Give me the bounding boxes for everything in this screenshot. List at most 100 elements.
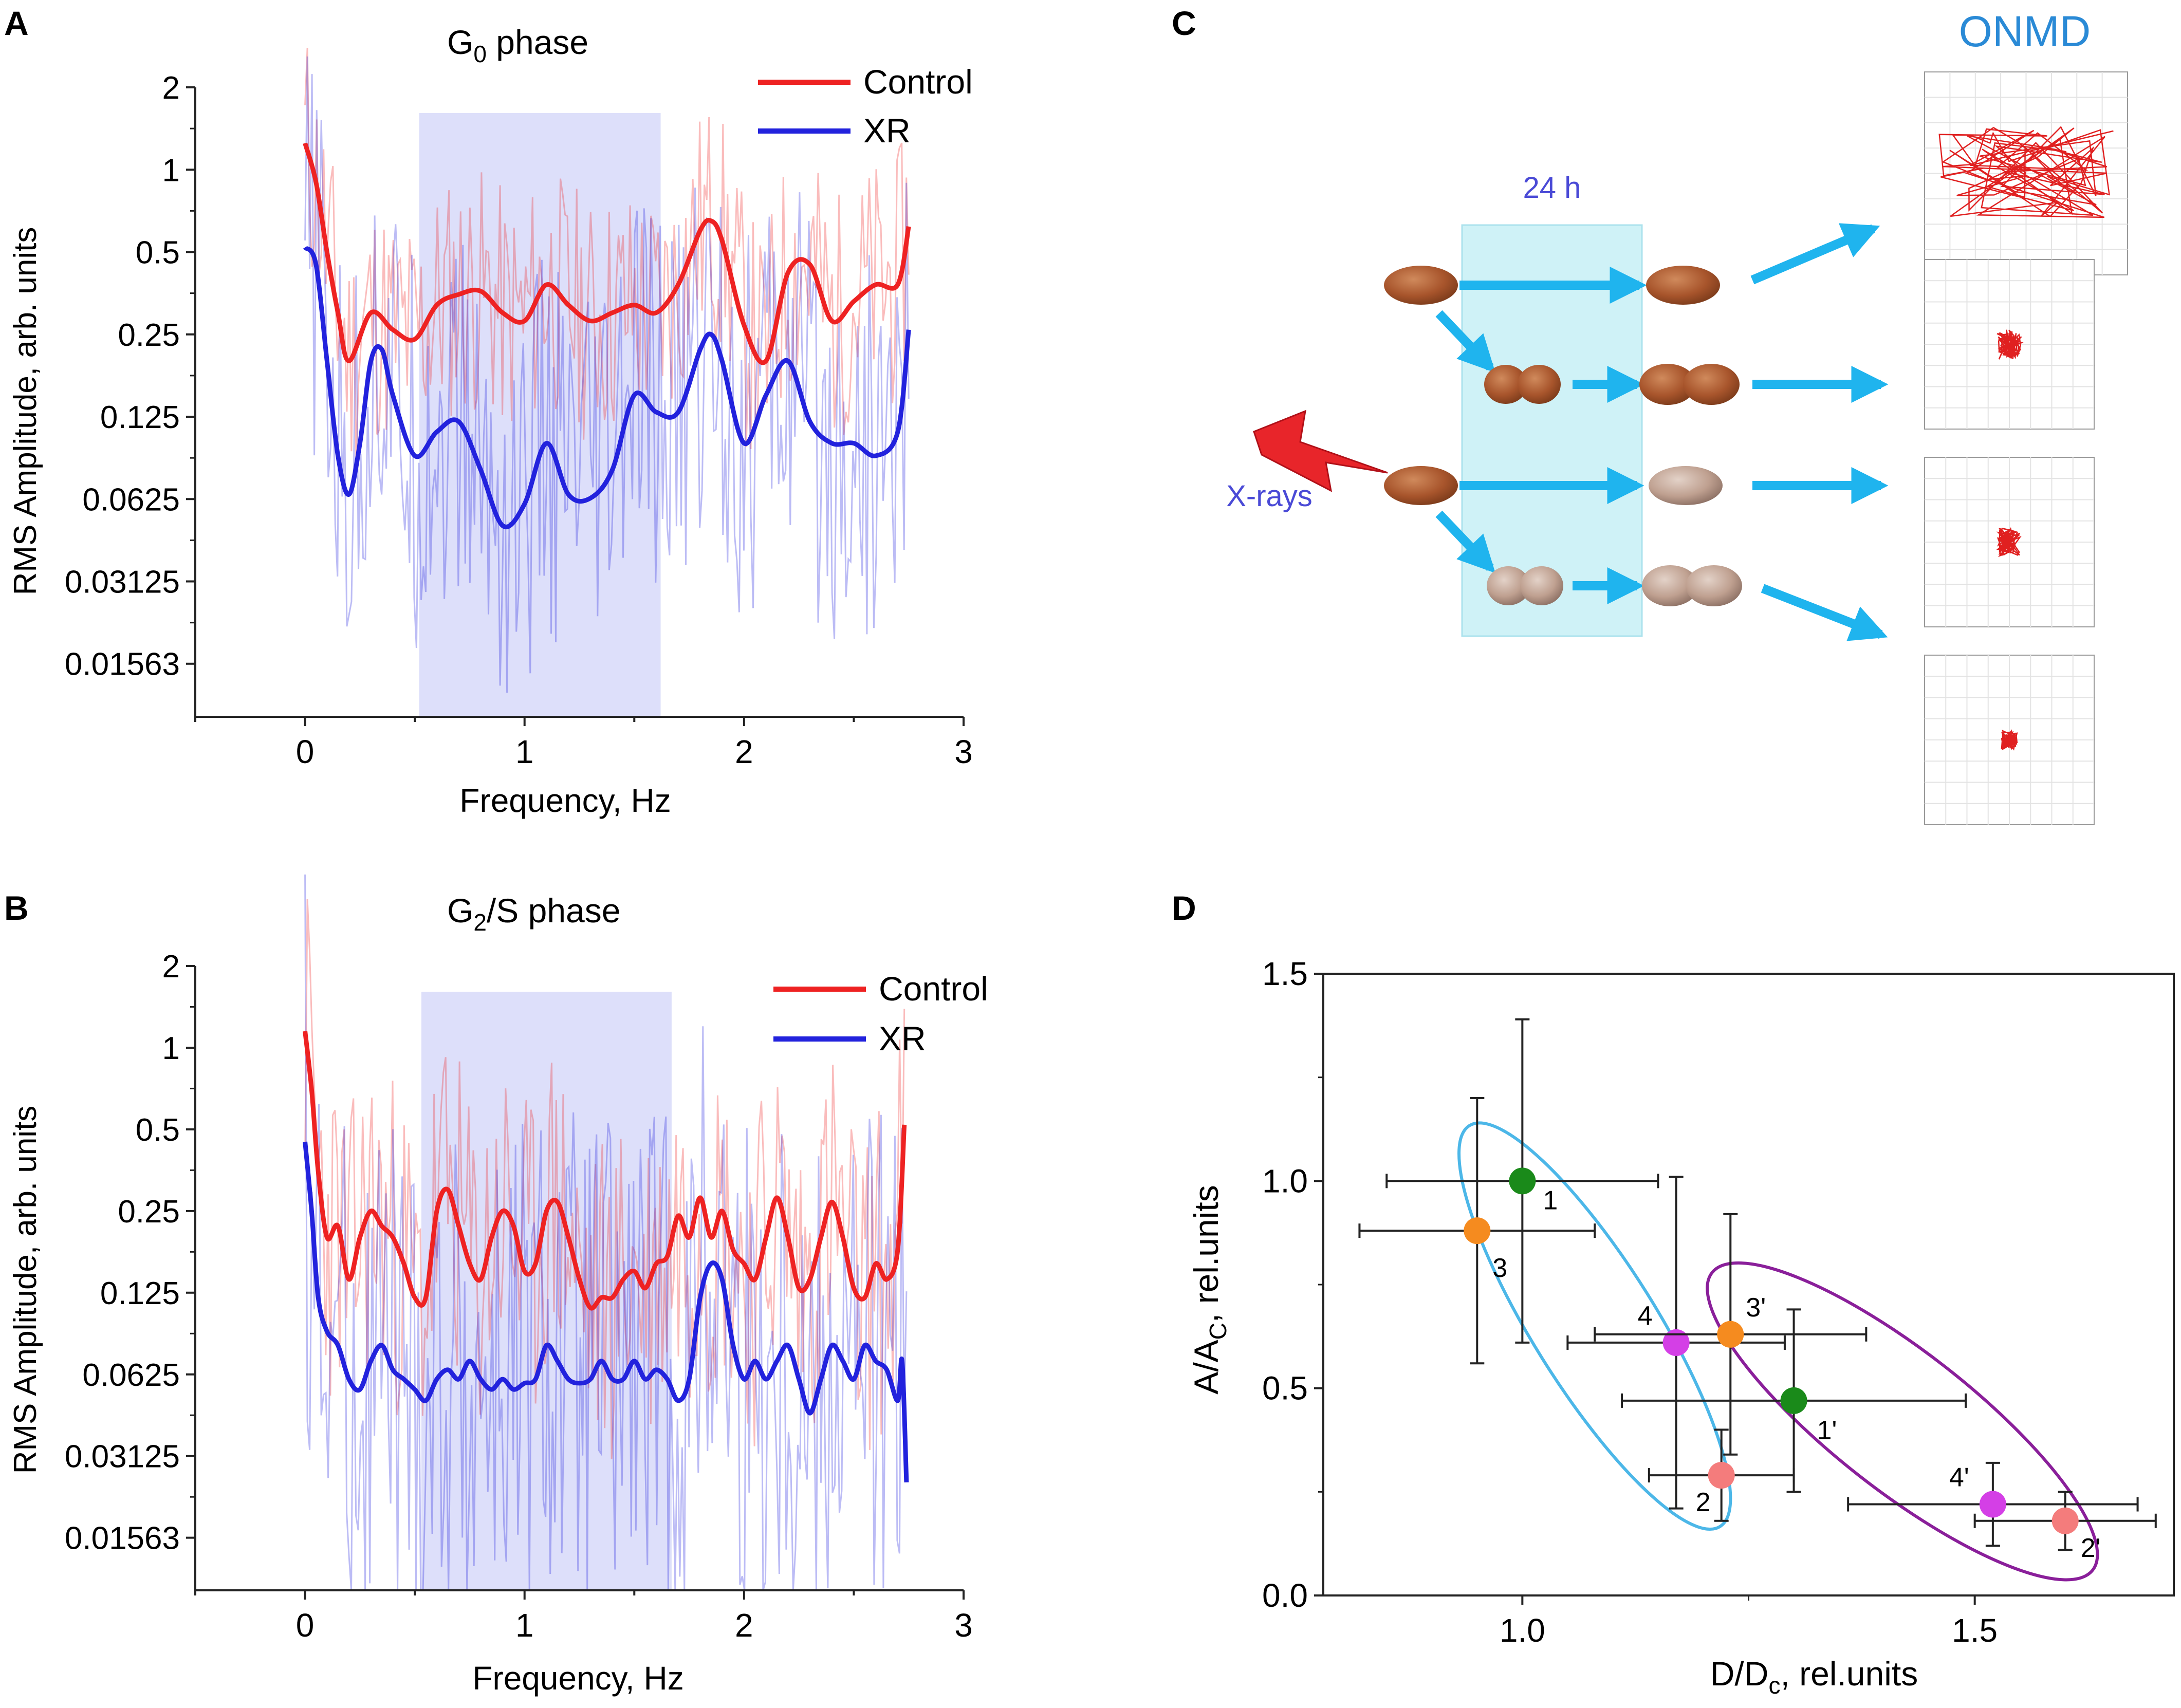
cell-xr-doublet-b <box>1520 566 1563 605</box>
panel-d-point-4p <box>1979 1491 2006 1518</box>
panel-b-title: G2/S phase <box>447 892 620 936</box>
panel-b-x-tick-label: 3 <box>954 1607 973 1644</box>
panel-b-chart: G2/S phase 2 1 0.5 0.25 0.125 0.0625 0.03125 0.… <box>8 874 988 1697</box>
panel-a-chart: G0 phase 2 1 0.5 0.25 0.125 0.0625 0.03125 0.01… <box>8 23 973 819</box>
cell-xr-g0 <box>1649 466 1723 505</box>
panel-b-y-tick-label: 1 <box>162 1031 180 1066</box>
panel-b-y-axis-label: RMS Amplitude, arb. units <box>8 1106 43 1474</box>
panel-label-c: C <box>1172 4 1196 42</box>
cell-control-doublet-a <box>1484 365 1527 404</box>
panel-b-series-control <box>303 1031 907 1311</box>
trajectory-thumbnails <box>1924 71 2128 825</box>
panel-d-point-label: 2 <box>1696 1488 1711 1517</box>
panel-d-y-tick-label: 0.5 <box>1262 1370 1308 1407</box>
lightning-icon <box>1253 410 1388 492</box>
panel-a-y-tick-label: 1 <box>162 153 180 188</box>
panel-b-y-tick-label: 0.01563 <box>65 1521 180 1556</box>
panel-b-x-tick-label: 2 <box>735 1607 753 1644</box>
panel-label-d: D <box>1172 889 1196 927</box>
cell-xr-g2-a <box>1642 565 1698 606</box>
panel-d-y-tick-label: 1.5 <box>1262 955 1308 992</box>
panel-d-ellipse-group-1 <box>1457 1121 1732 1531</box>
cell-control-initial <box>1384 266 1458 305</box>
panel-d-ellipse-group-2 <box>1706 1261 2099 1582</box>
panel-d-point-2p <box>2051 1507 2079 1534</box>
panel-b-x-tick-label: 1 <box>515 1607 534 1644</box>
cell-control-g2-b <box>1683 364 1740 405</box>
panel-b-x-tick-label: 0 <box>296 1607 315 1644</box>
panel-d-x-tick-label: 1.0 <box>1500 1612 1545 1649</box>
panel-a-highlight-band <box>419 113 661 717</box>
cell-xr-initial <box>1384 466 1458 505</box>
panel-d-point-4 <box>1662 1329 1690 1356</box>
cell-control-g2-a <box>1639 364 1696 405</box>
panel-d-x-axis-label: D/Dc, rel.units <box>1710 1655 1918 1699</box>
panel-a-series-control <box>303 142 911 365</box>
panel-a-y-tick-label: 0.03125 <box>65 565 180 600</box>
trajectory-path-3 <box>1996 527 2022 558</box>
panel-d-chart: 0.0 0.5 1.0 1.5 1.0 1.5 1 3 4 3' 1' 2 4' 2' D/Dc, rel… <box>1187 955 2175 1699</box>
panel-d-point-1p <box>1780 1387 1807 1414</box>
panel-d-point-3 <box>1464 1217 1491 1245</box>
panel-a-raw-trace-control <box>304 48 910 460</box>
panel-b-series-xr <box>303 1141 909 1483</box>
panel-c-diagram: ONMD 24 h X-rays <box>1226 7 2128 825</box>
panel-b-y-tick-label: 0.5 <box>136 1112 180 1148</box>
panel-d-point-label: 4' <box>1949 1463 1969 1493</box>
panel-d-point-label: 4 <box>1638 1301 1653 1331</box>
panel-d-point-label: 3' <box>1746 1293 1766 1323</box>
panel-d-point-label: 3 <box>1492 1253 1507 1283</box>
panel-a-x-tick-label: 1 <box>515 733 534 770</box>
panel-a-x-tick-label: 0 <box>296 733 315 770</box>
panel-d-point-label: 2' <box>2081 1533 2101 1563</box>
panel-a-y-tick-label: 0.125 <box>100 400 180 435</box>
panel-d-point-label: 1 <box>1543 1185 1558 1215</box>
flow-arrows <box>1435 223 1889 641</box>
panel-label-a: A <box>4 4 29 42</box>
panel-a-y-tick-label: 0.01563 <box>65 647 180 682</box>
arrow-control-split <box>1435 310 1495 373</box>
panel-b-legend-control: Control <box>879 970 988 1008</box>
panel-a-y-axis-label: RMS Amplitude, arb. units <box>8 227 43 596</box>
panel-a-legend-control: Control <box>863 63 973 101</box>
panel-d-point-2 <box>1708 1462 1735 1489</box>
arrow-out-4 <box>1761 584 1888 641</box>
panel-a-x-axis-label: Frequency, Hz <box>459 782 671 819</box>
panel-a-x-tick-label: 2 <box>735 733 753 770</box>
panel-d-x-tick-label: 1.5 <box>1952 1612 1998 1649</box>
panel-b-y-tick-label: 0.25 <box>118 1194 180 1230</box>
trajectory-path-2 <box>1997 329 2024 360</box>
trajectory-path-1 <box>1938 126 2114 218</box>
panel-b-y-tick-label: 0.125 <box>100 1276 180 1311</box>
panel-label-b: B <box>4 889 29 927</box>
panel-d-point-3p <box>1717 1321 1744 1348</box>
panel-b-y-tick-label: 0.0625 <box>82 1358 180 1393</box>
panel-b-legend: Control XR <box>773 970 988 1057</box>
panel-b-highlight-band <box>421 992 672 1590</box>
panel-a-y-tick-label: 0.5 <box>136 235 180 271</box>
panel-a-y-tick-label: 2 <box>162 70 180 106</box>
panel-a-legend: Control XR <box>758 63 973 150</box>
panel-a-series-xr <box>303 246 911 529</box>
panel-b-raw-trace-control <box>304 899 905 1459</box>
cell-xr-doublet-a <box>1487 566 1530 605</box>
trajectory-path-4 <box>2001 729 2018 751</box>
panel-a-y-tick-label: 0.0625 <box>82 482 180 517</box>
panel-b-y-tick-label: 2 <box>162 949 180 985</box>
panel-d-point-label: 1' <box>1817 1416 1837 1445</box>
time-label: 24 h <box>1523 171 1581 205</box>
panel-a-y-tick-label: 0.25 <box>118 318 180 353</box>
cell-control-g0 <box>1646 266 1720 305</box>
panel-d-point-1 <box>1509 1167 1536 1195</box>
panel-b-legend-xr: XR <box>879 1019 926 1057</box>
panel-a-legend-xr: XR <box>863 112 911 150</box>
panel-a-x-tick-label: 3 <box>954 733 973 770</box>
arrow-xr-split <box>1435 510 1495 573</box>
arrow-out-1 <box>1750 223 1880 285</box>
panel-d-frame <box>1322 973 2175 1596</box>
panel-b-y-tick-label: 0.03125 <box>65 1439 180 1475</box>
onmd-title: ONMD <box>1959 7 2091 55</box>
panel-b-x-axis-label: Frequency, Hz <box>472 1660 683 1697</box>
cell-xr-g2-b <box>1686 565 1742 606</box>
